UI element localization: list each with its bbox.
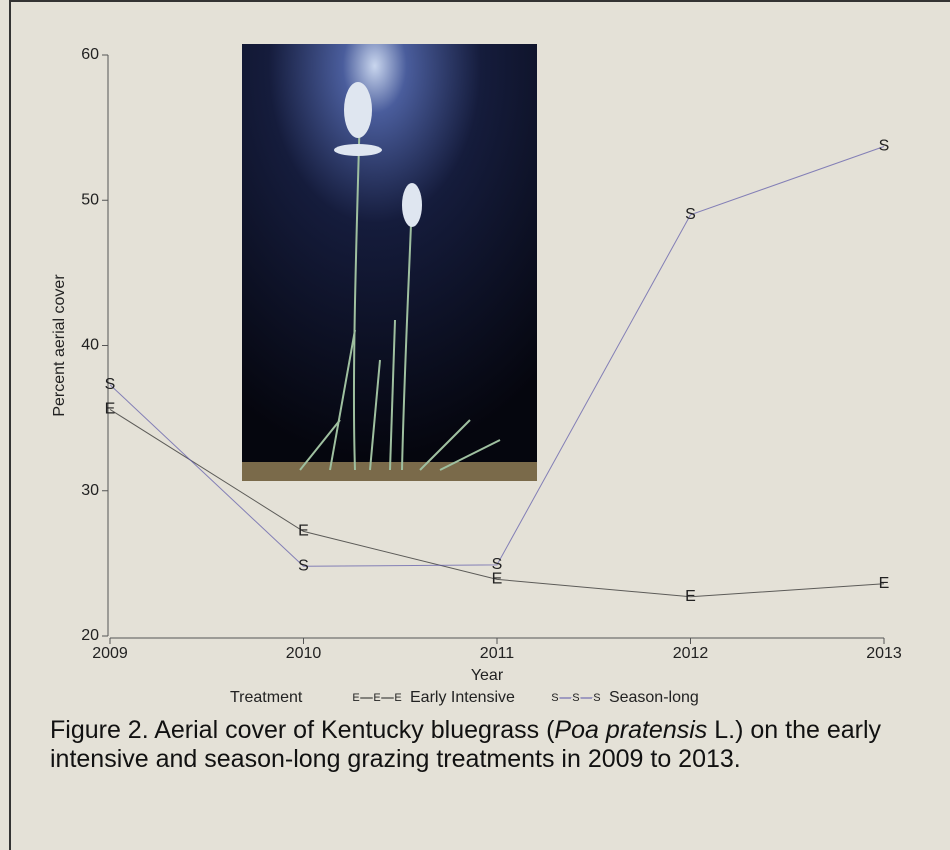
legend-label: Season-long bbox=[609, 689, 699, 706]
legend-marker: S bbox=[572, 692, 579, 704]
legend-marker: S bbox=[593, 692, 600, 704]
legend-title: Treatment bbox=[230, 689, 303, 706]
point-marker: E bbox=[298, 523, 309, 540]
legend-marker: S bbox=[551, 692, 558, 704]
point-marker: E bbox=[492, 571, 503, 588]
point-marker: S bbox=[492, 556, 503, 573]
y-tick-label: 60 bbox=[81, 46, 99, 63]
legend-marker: E bbox=[394, 692, 401, 704]
x-tick-label: 2013 bbox=[866, 645, 902, 662]
x-axis-label: Year bbox=[471, 667, 504, 684]
legend-label: Early Intensive bbox=[410, 689, 515, 706]
y-tick-label: 30 bbox=[81, 482, 99, 499]
y-tick-label: 20 bbox=[81, 627, 99, 644]
point-marker: S bbox=[298, 557, 309, 574]
y-tick-label: 40 bbox=[81, 337, 99, 354]
legend-marker: E bbox=[373, 692, 380, 704]
point-marker: S bbox=[105, 376, 116, 393]
caption-italic: Poa pratensis bbox=[554, 716, 708, 744]
point-marker: E bbox=[879, 575, 890, 592]
x-tick-label: 2009 bbox=[92, 645, 128, 662]
x-tick-label: 2011 bbox=[480, 645, 515, 662]
series-line bbox=[109, 408, 885, 598]
y-axis-label: Percent aerial cover bbox=[51, 274, 68, 417]
series-line bbox=[109, 146, 885, 567]
caption: Figure 2. Aerial cover of Kentucky blueg… bbox=[50, 716, 930, 774]
legend-marker: E bbox=[352, 692, 359, 704]
y-tick-label: 50 bbox=[81, 191, 99, 208]
caption-text: Figure 2. Aerial cover of Kentucky blueg… bbox=[50, 716, 555, 744]
caption-text: L.) on the early intensive and season-lo… bbox=[50, 716, 882, 773]
x-tick-label: 2012 bbox=[673, 645, 709, 662]
point-marker: E bbox=[105, 401, 116, 418]
photo bbox=[242, 44, 537, 481]
point-marker: E bbox=[685, 588, 696, 605]
point-marker: S bbox=[879, 138, 890, 155]
x-tick-label: 2010 bbox=[286, 645, 322, 662]
point-marker: S bbox=[685, 206, 696, 223]
